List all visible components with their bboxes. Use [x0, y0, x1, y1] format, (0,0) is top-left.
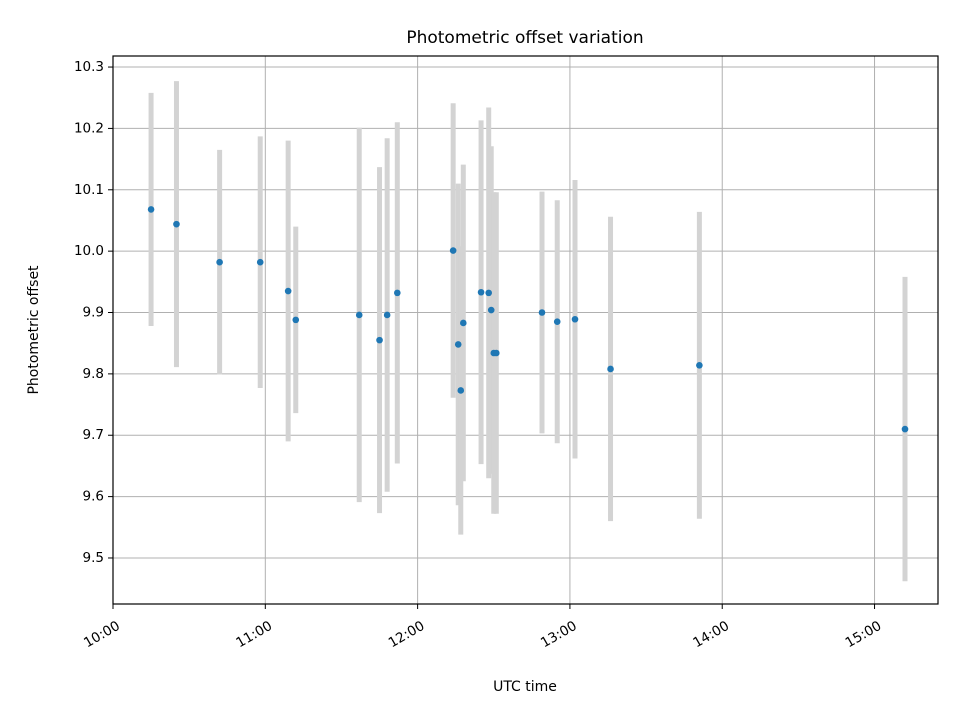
data-point — [538, 309, 546, 316]
data-point — [901, 425, 909, 433]
data-point — [607, 365, 614, 373]
y-tick-label: 9.5 — [83, 550, 104, 566]
y-tick-label: 10.2 — [74, 120, 104, 136]
y-axis-title: Photometric offset — [26, 265, 42, 395]
data-point — [173, 220, 180, 228]
grid-lines — [112, 56, 938, 604]
data-point — [147, 206, 155, 213]
data-point — [284, 287, 292, 295]
data-point — [292, 316, 300, 324]
y-tick-label: 9.9 — [83, 305, 104, 321]
y-tick-label: 10.3 — [74, 59, 104, 75]
data-point — [449, 247, 457, 254]
data-point — [553, 318, 561, 326]
data-point — [571, 315, 579, 323]
data-point — [485, 289, 492, 297]
x-axis-title: UTC time — [493, 679, 557, 695]
chart-title: Photometric offset variation — [406, 28, 643, 48]
data-point — [355, 311, 363, 319]
y-tick-label: 10.0 — [74, 243, 104, 259]
data-point — [487, 306, 495, 314]
y-tick-label: 10.1 — [74, 182, 104, 198]
data-point — [216, 258, 223, 266]
data-point — [460, 319, 467, 327]
data-point — [383, 311, 391, 319]
data-point — [256, 258, 264, 266]
data-point — [696, 361, 703, 369]
y-tick-label: 9.7 — [83, 427, 104, 443]
y-axis-ticks: 9.5 9.6 9.7 9.8 9.9 10.0 10.1 10.2 10.3 — [74, 59, 113, 566]
data-point — [493, 349, 500, 357]
data-point — [454, 341, 462, 348]
plot-frame — [112, 55, 939, 605]
y-tick-label: 9.8 — [83, 366, 104, 382]
data-point — [394, 289, 401, 297]
data-point — [457, 387, 465, 394]
data-point — [477, 288, 485, 296]
y-tick-label: 9.6 — [83, 489, 104, 505]
data-point — [376, 336, 383, 344]
data-points — [147, 206, 909, 433]
